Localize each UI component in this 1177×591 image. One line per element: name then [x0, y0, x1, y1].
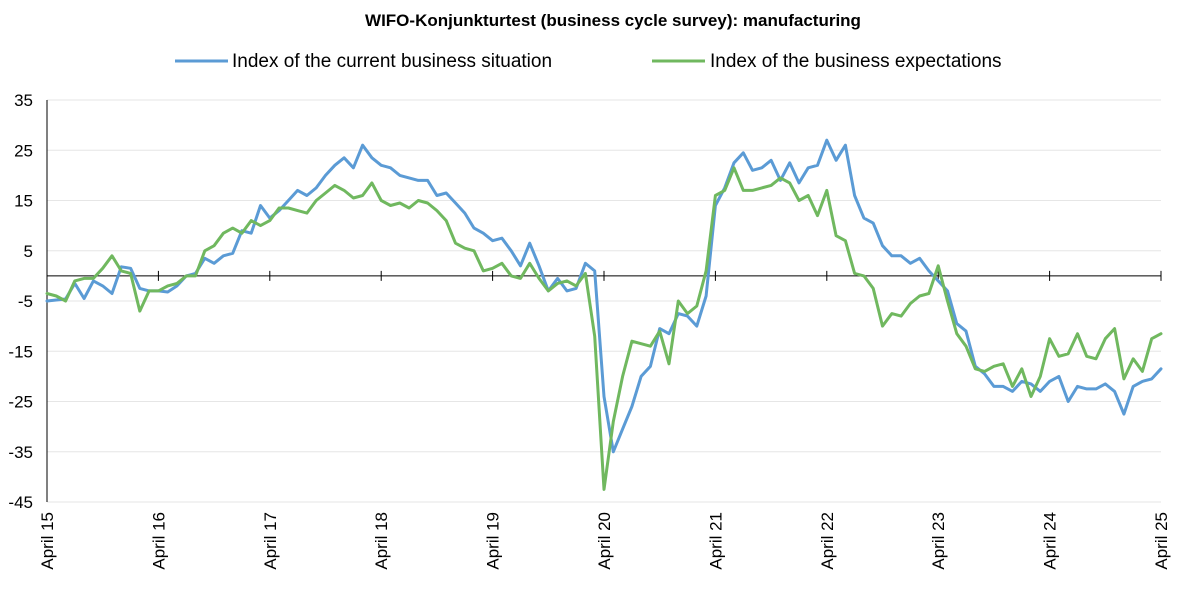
x-axis-ticks: April 15 April 16 April 17 April 18 April 19…: [38, 270, 1171, 570]
y-tick-label: -45: [8, 493, 33, 512]
y-tick-label: 25: [14, 141, 33, 160]
y-axis-ticks: 35 25 15 5 -5 -15 -25 -35 -45: [8, 91, 33, 512]
x-tick-label: April 24: [1041, 512, 1060, 570]
x-tick-label: April 21: [706, 512, 725, 570]
series-line-business-expectations: [45, 166, 1163, 491]
y-tick-label: -25: [8, 393, 33, 412]
y-tick-label: -35: [8, 443, 33, 462]
x-tick-label: April 18: [372, 512, 391, 570]
legend-label-current-situation: Index of the current business situation: [232, 51, 552, 72]
y-tick-label: -5: [18, 292, 33, 311]
y-tick-label: 5: [24, 242, 33, 261]
x-tick-label: April 17: [261, 512, 280, 570]
x-tick-label: April 16: [149, 512, 168, 570]
x-tick-label: April 25: [1152, 512, 1171, 570]
x-tick-label: April 15: [38, 512, 57, 570]
x-tick-label: April 23: [929, 512, 948, 570]
legend-label-business-expectations: Index of the business expectations: [710, 51, 1002, 72]
x-tick-label: April 22: [818, 512, 837, 570]
legend: Index of the current business situation …: [175, 51, 1002, 72]
series-layer: [45, 138, 1163, 491]
chart-title: WIFO-Konjunkturtest (business cycle surv…: [365, 11, 861, 30]
x-tick-label: April 20: [595, 512, 614, 570]
y-tick-label: 15: [14, 192, 33, 211]
series-line-current-situation: [45, 138, 1163, 454]
gridlines: [47, 99, 1161, 503]
y-tick-label: 35: [14, 91, 33, 110]
y-tick-label: -15: [8, 342, 33, 361]
x-tick-label: April 19: [484, 512, 503, 570]
